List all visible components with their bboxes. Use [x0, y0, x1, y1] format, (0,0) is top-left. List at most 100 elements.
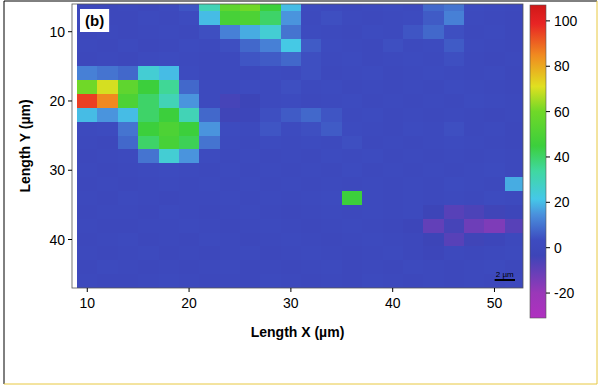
heat-cell [403, 233, 424, 247]
heat-cell [281, 122, 302, 136]
x-tick [189, 288, 190, 292]
heat-cell [342, 177, 363, 191]
heat-cell [362, 11, 383, 25]
heat-cell [423, 260, 444, 274]
heat-cell [484, 191, 505, 205]
plot-frame [72, 4, 523, 288]
heat-cell [281, 108, 302, 122]
heat-cell [403, 246, 424, 260]
heat-cell [97, 274, 118, 288]
heat-cell [179, 4, 200, 11]
heat-cell [301, 191, 322, 205]
heat-cell [342, 108, 363, 122]
heat-cell [260, 66, 281, 80]
x-tick [87, 288, 88, 292]
heat-cell [464, 177, 485, 191]
heat-cell [118, 25, 139, 39]
heat-cell [260, 25, 281, 39]
heat-cell [97, 136, 118, 150]
heat-cell [281, 66, 302, 80]
figure-border [4, 384, 597, 385]
heat-cell [138, 39, 159, 53]
heat-cell [362, 136, 383, 150]
heat-cell [220, 52, 241, 66]
heat-cell [118, 219, 139, 233]
heat-cell [138, 191, 159, 205]
heat-cell [464, 4, 485, 11]
heat-cell [321, 39, 342, 53]
heat-cell [118, 4, 139, 11]
heat-cell [423, 25, 444, 39]
heat-cell [179, 11, 200, 25]
heat-cell [301, 136, 322, 150]
heat-cell [423, 80, 444, 94]
heat-cell [505, 108, 523, 122]
heat-cell [464, 163, 485, 177]
heat-cell [444, 177, 465, 191]
heat-cell [464, 246, 485, 260]
heat-cell [383, 163, 404, 177]
heat-cell [199, 52, 220, 66]
heat-cell [301, 163, 322, 177]
heat-cell [159, 108, 180, 122]
heat-cell [220, 149, 241, 163]
heat-cell [199, 39, 220, 53]
heat-cell [403, 4, 424, 11]
heat-cell [97, 163, 118, 177]
heat-cell [138, 80, 159, 94]
heat-cell [179, 136, 200, 150]
heat-cell [240, 233, 261, 247]
heat-cell [97, 177, 118, 191]
heat-cell [362, 39, 383, 53]
heat-cell [464, 260, 485, 274]
heat-cell [362, 163, 383, 177]
heat-cell [97, 219, 118, 233]
x-tick-label: 20 [181, 295, 197, 311]
heat-cell [179, 149, 200, 163]
heat-cell [403, 149, 424, 163]
heat-cell [159, 177, 180, 191]
heat-cell [220, 25, 241, 39]
heat-cell [342, 39, 363, 53]
heat-cell [342, 4, 363, 11]
heat-cell [423, 52, 444, 66]
heat-cell [179, 233, 200, 247]
heat-cell [179, 52, 200, 66]
heat-cell [281, 274, 302, 288]
colorbar-tick [546, 20, 550, 21]
heat-cell [505, 136, 523, 150]
heat-cell [301, 205, 322, 219]
heat-cell [321, 246, 342, 260]
heat-cell [240, 39, 261, 53]
heat-cell [281, 149, 302, 163]
heat-cell [383, 274, 404, 288]
heat-cell [179, 260, 200, 274]
heat-cell [220, 233, 241, 247]
heat-cell [444, 52, 465, 66]
heat-cell [97, 39, 118, 53]
heat-cell [138, 274, 159, 288]
heat-cell [362, 219, 383, 233]
heat-cell [403, 94, 424, 108]
heat-cell [138, 149, 159, 163]
heat-cell [505, 94, 523, 108]
heat-cell [423, 177, 444, 191]
heat-cell [179, 163, 200, 177]
y-tick [68, 239, 72, 240]
colorbar-tick-label: -20 [554, 285, 574, 301]
heat-cell [199, 66, 220, 80]
colorbar-tick-label: 40 [554, 149, 570, 165]
heat-cell [199, 94, 220, 108]
heat-cell [505, 4, 523, 11]
heat-cell [484, 39, 505, 53]
y-tick-label: 30 [49, 162, 65, 178]
colorbar-tick-label: 60 [554, 104, 570, 120]
heat-cell [444, 94, 465, 108]
heat-cell [342, 260, 363, 274]
heat-cell [159, 122, 180, 136]
heat-cell [240, 274, 261, 288]
heat-cell [77, 246, 98, 260]
heat-cell [464, 233, 485, 247]
heat-cell [321, 94, 342, 108]
heat-cell [199, 163, 220, 177]
